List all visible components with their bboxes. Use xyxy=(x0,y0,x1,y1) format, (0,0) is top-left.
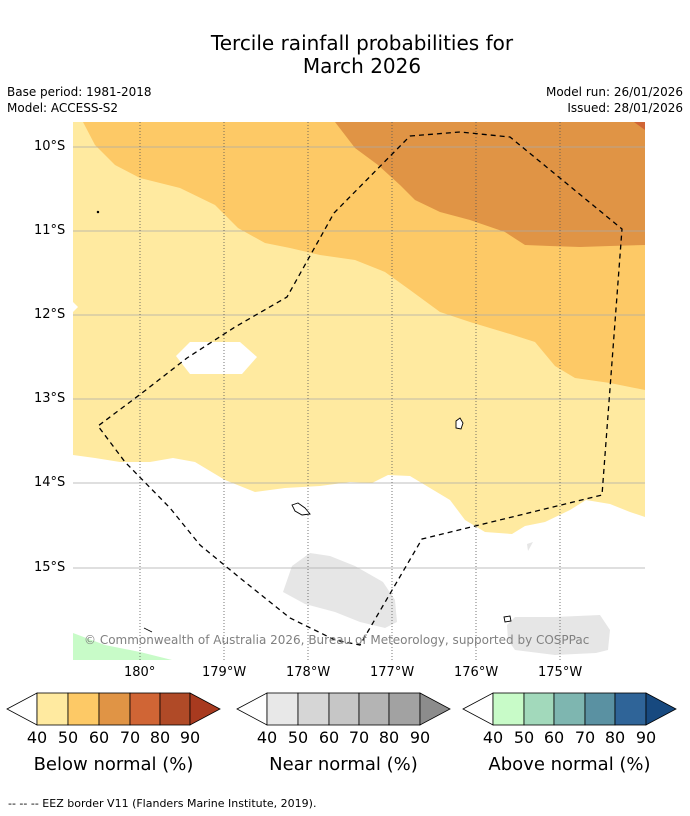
below-tick: 80 xyxy=(149,728,171,747)
near-tick: 60 xyxy=(318,728,340,747)
copyright-notice: © Commonwealth of Australia 2026, Bureau… xyxy=(84,633,590,647)
below-tick: 90 xyxy=(179,728,201,747)
near-tick: 70 xyxy=(348,728,370,747)
lat-label: 15°S xyxy=(34,560,66,575)
model-name: Model: ACCESS-S2 xyxy=(7,101,119,115)
lon-label: 176°W xyxy=(454,665,499,680)
near-tick: 50 xyxy=(287,728,309,747)
lat-label: 12°S xyxy=(34,307,66,322)
near-colorbar-title: Near normal (%) xyxy=(269,754,418,775)
map-title-line2: March 2026 xyxy=(302,54,422,78)
lon-label: 179°W xyxy=(202,665,247,680)
lat-label: 10°S xyxy=(34,139,66,154)
lon-label: 177°W xyxy=(370,665,415,680)
above-tick: 70 xyxy=(574,728,596,747)
above-tick: 80 xyxy=(604,728,626,747)
near-tick: 80 xyxy=(378,728,400,747)
near-colorbar xyxy=(236,692,451,726)
below-tick: 70 xyxy=(119,728,141,747)
below-tick: 60 xyxy=(88,728,110,747)
below-70-region xyxy=(634,122,645,130)
below-tick: 50 xyxy=(57,728,79,747)
no-signal-patch xyxy=(176,342,257,374)
lon-label: 175°W xyxy=(538,665,583,680)
below-60-region xyxy=(335,122,645,247)
island-outlines xyxy=(96,210,512,633)
map-title-line1: Tercile rainfall probabilities for xyxy=(210,31,514,55)
above-colorbar-title: Above normal (%) xyxy=(488,754,651,775)
lon-label: 180° xyxy=(124,665,156,680)
below-tick: 40 xyxy=(26,728,48,747)
issued-date: Issued: 28/01/2026 xyxy=(567,101,683,115)
base-period: Base period: 1981-2018 xyxy=(7,85,152,99)
eez-footnote: -- -- -- EEZ border V11 (Flanders Marine… xyxy=(8,797,317,810)
above-tick: 90 xyxy=(635,728,657,747)
eez-border xyxy=(97,131,623,646)
lat-label: 11°S xyxy=(34,223,66,238)
below-colorbar xyxy=(6,692,221,726)
above-tick: 40 xyxy=(482,728,504,747)
above-colorbar xyxy=(462,692,677,726)
lat-label: 14°S xyxy=(34,475,66,490)
below-colorbar-title: Below normal (%) xyxy=(33,754,194,775)
above-tick: 60 xyxy=(543,728,565,747)
above-tick: 50 xyxy=(513,728,535,747)
gridlines xyxy=(73,146,645,569)
lat-label: 13°S xyxy=(34,391,66,406)
model-run: Model run: 26/01/2026 xyxy=(545,85,683,99)
near-normal-region-east xyxy=(507,615,610,655)
above-normal-region xyxy=(73,633,172,660)
near-tick: 90 xyxy=(409,728,431,747)
near-tick: 40 xyxy=(256,728,278,747)
near-normal-region xyxy=(283,553,397,628)
lon-label: 178°W xyxy=(286,665,331,680)
probability-map xyxy=(73,122,645,660)
